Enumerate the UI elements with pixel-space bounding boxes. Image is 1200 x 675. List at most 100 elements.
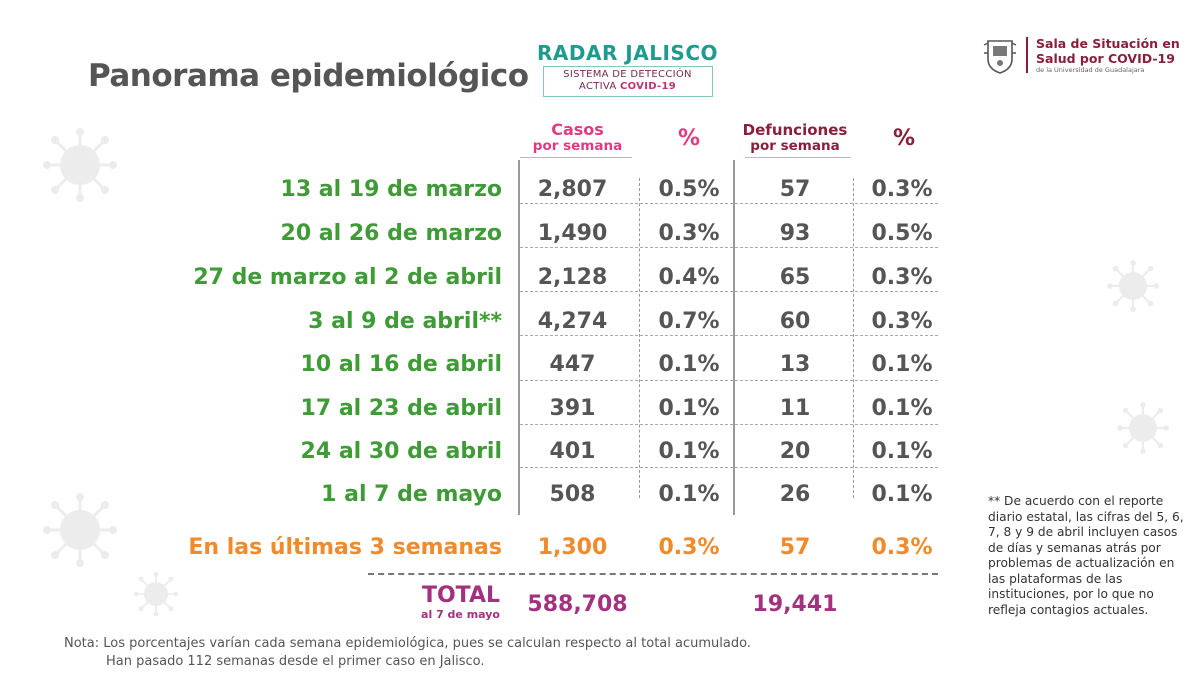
header-def-pct: % (892, 126, 916, 151)
row-label: 24 al 30 de abril (300, 439, 502, 464)
column-divider-dashed (639, 178, 640, 498)
virus-icon (1107, 260, 1159, 312)
row-label: 3 al 9 de abril** (308, 309, 502, 334)
row-separator (520, 247, 938, 248)
header-casos-line2: por semana (532, 138, 623, 154)
row-def-pct: 0.1% (871, 396, 933, 421)
header-def-line1: Defunciones (742, 121, 848, 139)
row-casos-pct: 0.1% (658, 439, 720, 464)
row-casos: 4,274 (537, 309, 608, 334)
row-casos-pct: 0.7% (658, 309, 720, 334)
header-defunciones: Defunciones por semana (735, 122, 855, 154)
footnote-line1: Nota: Los porcentajes varían cada semana… (64, 636, 751, 651)
row-def-pct: 0.1% (871, 439, 933, 464)
row-casos: 508 (549, 482, 596, 507)
row-casos: 2,807 (537, 177, 608, 202)
udg-logo: Sala de Situación en Salud por COVID-19 … (980, 35, 1180, 75)
virus-icon (43, 493, 117, 567)
row-casos-pct: 0.4% (658, 265, 720, 290)
column-divider-dashed (853, 178, 854, 498)
table-row: 24 al 30 de abril 401 0.1% 20 0.1% (0, 433, 960, 477)
row-casos-pct: 0.3% (658, 221, 720, 246)
header-casos-line1: Casos (551, 120, 604, 139)
row-label: 17 al 23 de abril (300, 396, 502, 421)
table-row: 10 al 16 de abril 447 0.1% 13 0.1% (0, 346, 960, 390)
summary-defunciones: 57 (779, 535, 811, 560)
table-row: 13 al 19 de marzo 2,807 0.5% 57 0.3% (0, 171, 960, 215)
summary-casos: 1,300 (537, 535, 608, 560)
radar-line2-bold: COVID-19 (620, 81, 676, 92)
summary-row: En las últimas 3 semanas 1,300 0.3% 57 0… (0, 529, 960, 573)
table-row: 17 al 23 de abril 391 0.1% 11 0.1% (0, 390, 960, 434)
row-casos-pct: 0.1% (658, 396, 720, 421)
row-defunciones: 13 (779, 352, 811, 377)
page-title: Panorama epidemiológico (88, 58, 529, 94)
summary-casos-pct: 0.3% (658, 535, 720, 560)
radar-jalisco-logo: RADAR JALISCO SISTEMA DE DETECCIÓN ACTIV… (535, 42, 720, 97)
row-casos-pct: 0.1% (658, 352, 720, 377)
row-label: 20 al 26 de marzo (280, 221, 502, 246)
row-separator (520, 291, 938, 292)
row-casos: 391 (549, 396, 596, 421)
row-defunciones: 65 (779, 265, 811, 290)
header-underline (745, 157, 851, 158)
column-divider (733, 160, 735, 515)
row-defunciones: 26 (779, 482, 811, 507)
row-defunciones: 11 (779, 396, 811, 421)
row-label: 13 al 19 de marzo (280, 177, 502, 202)
logo-line3: de la Universidad de Guadalajara (1036, 66, 1145, 74)
total-separator (368, 573, 938, 575)
row-separator (520, 335, 938, 336)
row-defunciones: 20 (779, 439, 811, 464)
row-defunciones: 93 (779, 221, 811, 246)
header-def-line2: por semana (750, 138, 840, 154)
row-separator (520, 203, 938, 204)
header-underline (520, 157, 632, 158)
row-casos: 447 (549, 352, 596, 377)
column-divider (518, 160, 520, 515)
row-separator (520, 467, 938, 468)
logo-line2: Salud por COVID-19 (1036, 51, 1175, 66)
row-def-pct: 0.1% (871, 482, 933, 507)
radar-line2: ACTIVA COVID-19 (544, 81, 712, 93)
radar-subtitle: SISTEMA DE DETECCIÓN ACTIVA COVID-19 (542, 66, 713, 97)
row-separator (520, 380, 938, 381)
radar-name: RADAR JALISCO (536, 41, 718, 65)
row-def-pct: 0.3% (871, 309, 933, 334)
radar-line2-text: ACTIVA (578, 81, 621, 92)
row-def-pct: 0.5% (871, 221, 933, 246)
virus-icon (1117, 402, 1169, 454)
total-label: TOTAL (421, 583, 500, 608)
row-def-pct: 0.3% (871, 265, 933, 290)
row-separator (520, 424, 938, 425)
radar-line1: SISTEMA DE DETECCIÓN (563, 69, 692, 80)
table-row: 20 al 26 de marzo 1,490 0.3% 93 0.5% (0, 215, 960, 259)
row-defunciones: 57 (779, 177, 811, 202)
virus-icon (43, 128, 117, 202)
row-label: 10 al 16 de abril (300, 352, 502, 377)
logo-line1: Sala de Situación en (1036, 36, 1180, 51)
virus-icon (133, 571, 179, 617)
table-row: 1 al 7 de mayo 508 0.1% 26 0.1% (0, 476, 960, 520)
logo-divider (1026, 37, 1028, 73)
total-casos: 588,708 (527, 592, 628, 617)
footnote-line2: Han pasado 112 semanas desde el primer c… (106, 654, 485, 669)
row-def-pct: 0.1% (871, 352, 933, 377)
table-row: 27 de marzo al 2 de abril 2,128 0.4% 65 … (0, 259, 960, 303)
summary-def-pct: 0.3% (871, 535, 933, 560)
row-casos: 2,128 (537, 265, 608, 290)
row-casos: 1,490 (537, 221, 608, 246)
row-defunciones: 60 (779, 309, 811, 334)
row-casos: 401 (549, 439, 596, 464)
udg-seal-icon (983, 40, 1017, 74)
table-row: 3 al 9 de abril** 4,274 0.7% 60 0.3% (0, 303, 960, 347)
header-casos-pct: % (677, 126, 701, 151)
total-sublabel: al 7 de mayo (421, 608, 500, 621)
row-def-pct: 0.3% (871, 177, 933, 202)
row-casos-pct: 0.1% (658, 482, 720, 507)
header-casos: Casos por semana (520, 120, 635, 155)
row-label: 27 de marzo al 2 de abril (193, 265, 502, 290)
side-note: ** De acuerdo con el reporte diario esta… (988, 494, 1184, 617)
total-defunciones: 19,441 (752, 592, 838, 617)
